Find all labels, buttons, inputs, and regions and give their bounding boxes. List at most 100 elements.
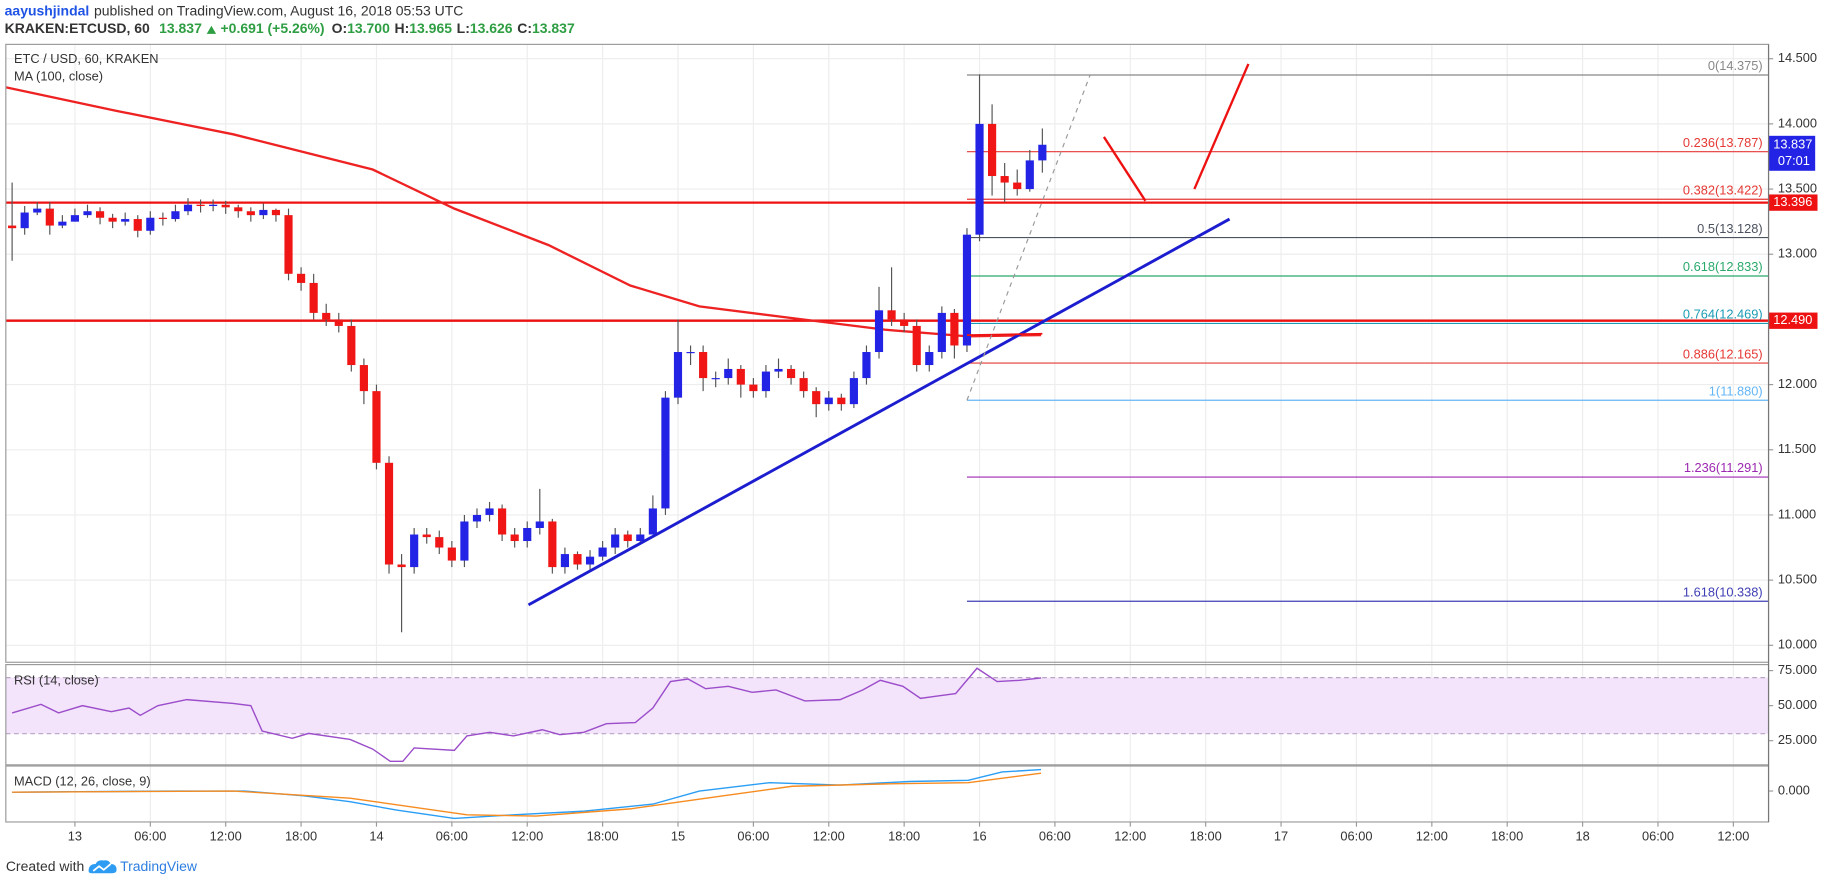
close-label: C: xyxy=(517,20,532,36)
open-label: O: xyxy=(332,20,348,36)
candle-body xyxy=(384,462,394,565)
price-tag-label: 13.396 xyxy=(1773,194,1812,209)
x-tick-label: 06:00 xyxy=(1340,829,1372,844)
candle-body xyxy=(372,391,381,463)
candle-body xyxy=(20,212,29,229)
candle-body xyxy=(623,534,632,542)
footer-brand[interactable]: TradingView xyxy=(120,858,198,874)
x-tick-label: 12:00 xyxy=(1416,829,1448,844)
x-tick-label: 18:00 xyxy=(888,829,920,844)
candle-body xyxy=(548,521,557,568)
candle-body xyxy=(183,204,193,212)
x-tick-label: 12:00 xyxy=(1114,829,1146,844)
candle-body xyxy=(158,217,167,220)
candle-body xyxy=(347,325,356,366)
trend-line xyxy=(966,74,1091,401)
y-tick-label: 10.000 xyxy=(1778,637,1817,652)
close: 13.837 xyxy=(532,20,575,36)
trend-line xyxy=(1193,63,1250,190)
candle-body xyxy=(724,368,733,379)
x-tick-label: 06:00 xyxy=(436,829,468,844)
candle-body xyxy=(171,211,180,220)
fib-label: 0.618(12.833) xyxy=(1683,259,1763,274)
candle-body xyxy=(322,312,331,320)
x-tick-label: 14 xyxy=(369,829,383,844)
candle-body xyxy=(912,325,921,366)
y-tick-label: 11.500 xyxy=(1778,441,1816,456)
change: +0.691 (+5.26%) xyxy=(221,20,325,36)
candle-body xyxy=(648,508,657,535)
candle-body xyxy=(410,534,419,568)
x-tick-label: 18:00 xyxy=(1491,829,1523,844)
y-tick-label: 14.500 xyxy=(1778,50,1817,65)
low-label: L: xyxy=(457,20,470,36)
candle-body xyxy=(937,312,946,353)
fib-label: 0.764(12.469) xyxy=(1683,307,1763,322)
y-tick-label: 0.000 xyxy=(1778,782,1810,797)
candle-body xyxy=(535,521,544,528)
candle-body xyxy=(560,554,570,568)
candle-body xyxy=(523,527,532,542)
brand-logo[interactable] xyxy=(88,860,117,874)
price-tag-label: 12.490 xyxy=(1773,312,1812,327)
candle-body xyxy=(234,207,243,212)
trend-line xyxy=(1102,136,1147,202)
x-tick-label: 12:00 xyxy=(210,829,242,844)
author[interactable]: aayushjindal xyxy=(5,2,90,18)
candle-body xyxy=(485,508,494,515)
candle-body xyxy=(498,508,507,535)
candle-body xyxy=(699,352,708,379)
logo-mark xyxy=(92,863,112,872)
x-tick-label: 16 xyxy=(972,829,986,844)
y-tick-label: 14.000 xyxy=(1778,115,1817,130)
candle-body xyxy=(585,556,595,565)
countdown-label: 07:01 xyxy=(1778,153,1810,168)
y-tick-label: 12.000 xyxy=(1778,376,1817,391)
price-tag xyxy=(1768,312,1818,329)
legend-entry: MA (100, close) xyxy=(14,68,103,83)
candle-body xyxy=(1038,144,1047,161)
candle-body xyxy=(862,352,871,379)
candle-body xyxy=(711,378,720,380)
candle-body xyxy=(8,225,17,229)
candle-body xyxy=(271,209,281,216)
candle-body xyxy=(774,368,783,372)
candle-body xyxy=(1000,176,1009,183)
x-tick-label: 18 xyxy=(1575,829,1589,844)
candle-body xyxy=(196,204,205,207)
candle-body xyxy=(598,547,607,557)
x-tick-label: 15 xyxy=(671,829,685,844)
candle-body xyxy=(837,397,846,405)
indicator-line xyxy=(11,667,1042,762)
x-tick-label: 18:00 xyxy=(285,829,317,844)
candle-body xyxy=(435,537,444,548)
candle-body xyxy=(58,221,67,226)
candle-body xyxy=(900,319,909,326)
candle-body xyxy=(133,219,142,231)
y-tick-label: 50.000 xyxy=(1778,697,1817,712)
trend-line xyxy=(966,332,1043,336)
candle-body xyxy=(799,378,808,392)
candle-body xyxy=(108,217,117,222)
footer-created: Created with xyxy=(6,858,84,874)
moving-average-line xyxy=(5,86,1042,338)
candle-body xyxy=(824,397,833,405)
published: published on TradingView.com, August 16,… xyxy=(94,2,463,18)
candle-body xyxy=(246,211,255,216)
x-tick-label: 06:00 xyxy=(134,829,166,844)
candle-body xyxy=(749,384,758,392)
candle-body xyxy=(397,564,406,568)
candle-body xyxy=(812,391,821,405)
x-tick-label: 18:00 xyxy=(587,829,619,844)
candle-body xyxy=(988,123,997,177)
fib-label: 0.886(12.165) xyxy=(1683,346,1763,361)
pane-title: ETC / USD, 60, KRAKEN xyxy=(14,51,159,66)
y-tick-label: 10.500 xyxy=(1778,572,1817,587)
candle-body xyxy=(460,521,469,561)
candle-body xyxy=(975,123,984,235)
x-tick-label: 06:00 xyxy=(1039,829,1071,844)
candle-body xyxy=(259,209,268,216)
panes: 13 06:00 12:00 18:00 14 06:00 12:00 18:00 15 06:0… xyxy=(5,43,1818,844)
